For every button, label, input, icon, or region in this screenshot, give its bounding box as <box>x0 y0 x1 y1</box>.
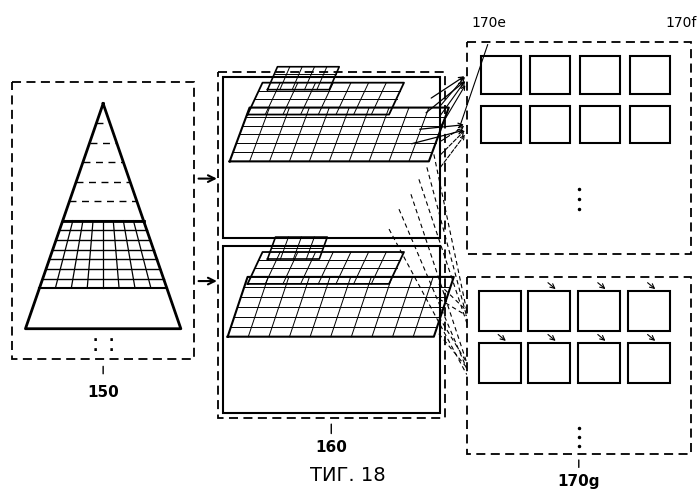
Text: 160: 160 <box>315 440 347 456</box>
Polygon shape <box>580 106 620 143</box>
Polygon shape <box>528 291 570 331</box>
Text: 150: 150 <box>87 385 119 399</box>
Polygon shape <box>580 56 620 94</box>
Text: 170e: 170e <box>471 16 506 30</box>
Text: 170f: 170f <box>665 16 697 30</box>
Polygon shape <box>531 56 570 94</box>
Polygon shape <box>481 56 521 94</box>
Polygon shape <box>630 56 670 94</box>
Polygon shape <box>628 343 670 383</box>
Text: .: . <box>92 340 98 353</box>
Polygon shape <box>628 291 670 331</box>
Polygon shape <box>531 106 570 143</box>
Polygon shape <box>578 343 620 383</box>
Text: .: . <box>108 340 114 353</box>
Text: .: . <box>108 330 114 344</box>
Text: ΤИГ. 18: ΤИГ. 18 <box>310 466 386 485</box>
Polygon shape <box>578 291 620 331</box>
Text: 170g: 170g <box>558 474 600 489</box>
Polygon shape <box>481 106 521 143</box>
Polygon shape <box>479 343 521 383</box>
Polygon shape <box>630 106 670 143</box>
Text: .: . <box>92 330 98 344</box>
Polygon shape <box>479 291 521 331</box>
Polygon shape <box>528 343 570 383</box>
